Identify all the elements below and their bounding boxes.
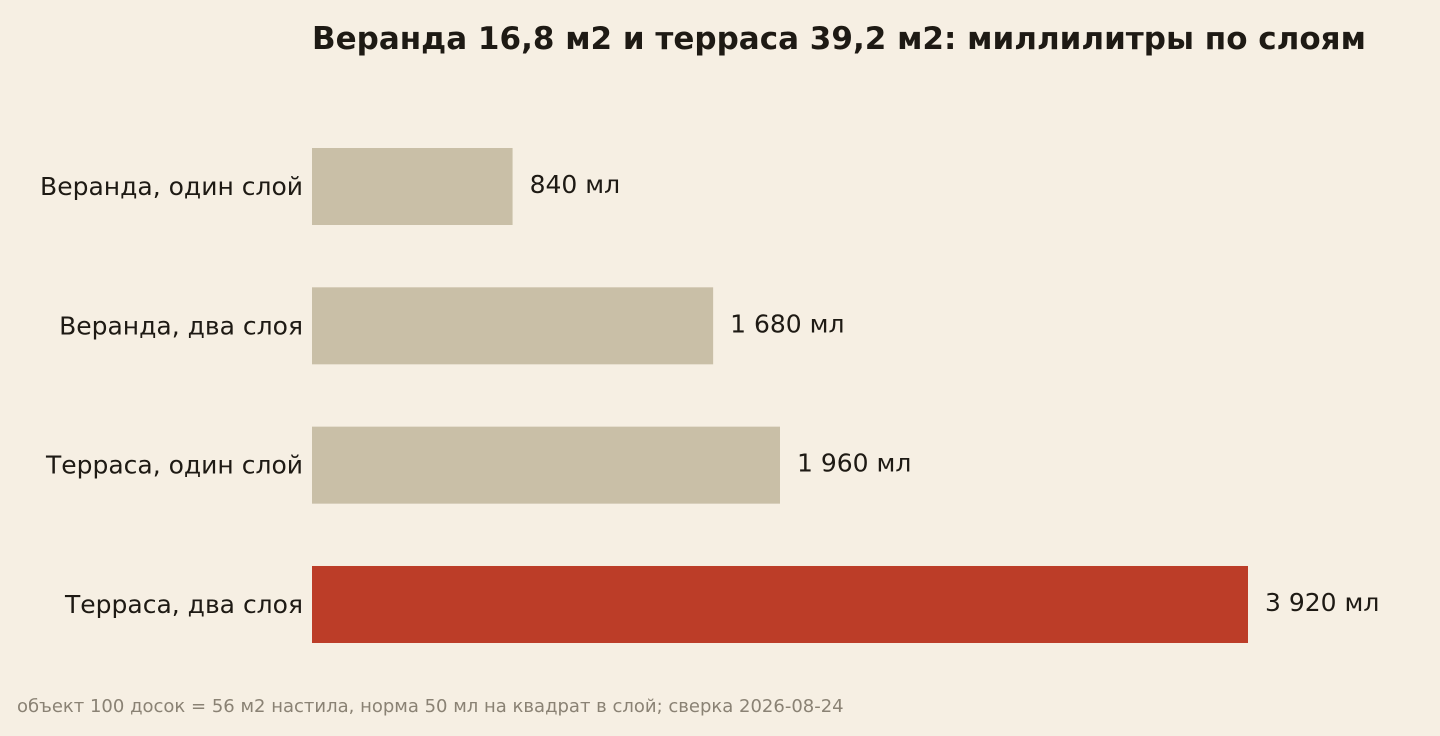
- category-label-4: Терраса, два слоя: [64, 590, 303, 619]
- category-label-1: Веранда, один слой: [40, 172, 303, 201]
- value-label-4: 3 920 мл: [1265, 588, 1379, 617]
- chart-footnote: объект 100 досок = 56 м2 настила, норма …: [17, 696, 844, 717]
- category-label-3: Терраса, один слой: [45, 451, 303, 480]
- value-label-3: 1 960 мл: [797, 449, 911, 478]
- chart-title: Веранда 16,8 м2 и терраса 39,2 м2: милли…: [312, 21, 1366, 57]
- bar-3: [312, 426, 780, 504]
- value-label-1: 840 мл: [530, 170, 621, 199]
- value-label-2: 1 680 мл: [730, 309, 844, 338]
- bar-2: [312, 287, 714, 365]
- bar-1: [312, 148, 513, 225]
- bar-4: [312, 565, 1248, 643]
- category-label-2: Веранда, два слоя: [59, 311, 303, 340]
